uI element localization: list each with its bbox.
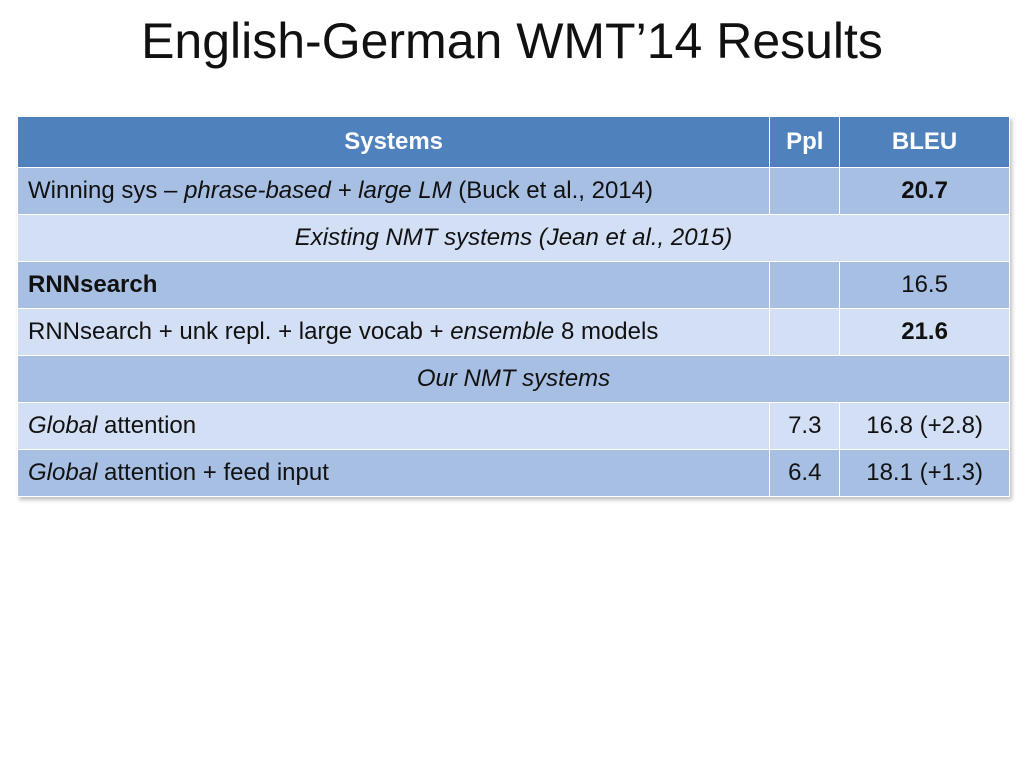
system-text: (Buck et al., 2014) — [451, 177, 653, 204]
header-ppl: Ppl — [769, 116, 841, 168]
system-text: 8 models — [554, 318, 659, 345]
system-cell: Global attention + feed input — [16, 449, 771, 497]
ppl-cell — [769, 261, 841, 309]
header-systems: Systems — [16, 116, 771, 168]
system-text: attention — [97, 412, 197, 439]
ppl-cell: 6.4 — [769, 449, 841, 497]
ppl-cell — [769, 308, 841, 356]
bleu-cell: 18.1 (+1.3) — [839, 449, 1010, 497]
system-text-italic: Global — [28, 459, 98, 486]
system-text-italic: ensemble — [450, 318, 555, 345]
system-text: attention + feed input — [97, 459, 329, 486]
system-cell: Global attention — [16, 402, 771, 450]
system-text: RNNsearch + unk repl. + large vocab + — [28, 318, 451, 345]
table-row: RNNsearch 16.5 — [16, 261, 1010, 309]
table-row: Global attention 7.3 16.8 (+2.8) — [16, 402, 1010, 450]
system-cell: RNNsearch — [16, 261, 771, 309]
system-text-italic: Global — [28, 412, 98, 439]
bleu-cell: 20.7 — [839, 167, 1010, 215]
table-row: RNNsearch + unk repl. + large vocab + en… — [16, 308, 1010, 356]
system-text: Winning sys – — [28, 177, 185, 204]
system-cell: Winning sys – phrase-based + large LM (B… — [16, 167, 771, 215]
ppl-cell — [769, 167, 841, 215]
section-label: Existing NMT systems (Jean et al., 2015) — [17, 214, 1010, 262]
bleu-cell: 21.6 — [839, 308, 1010, 356]
bleu-cell: 16.8 (+2.8) — [839, 402, 1010, 450]
section-row: Existing NMT systems (Jean et al., 2015) — [17, 214, 1010, 262]
header-bleu: BLEU — [839, 116, 1010, 168]
slide-title: English-German WMT’14 Results — [141, 13, 883, 69]
table-header-row: Systems Ppl BLEU — [16, 116, 1010, 168]
table-row: Winning sys – phrase-based + large LM (B… — [16, 167, 1010, 215]
section-label: Our NMT systems — [17, 355, 1010, 403]
bleu-cell: 16.5 — [839, 261, 1010, 309]
system-text-italic: phrase-based + large LM — [184, 177, 452, 204]
table-row: Global attention + feed input 6.4 18.1 (… — [16, 449, 1010, 497]
system-cell: RNNsearch + unk repl. + large vocab + en… — [16, 308, 771, 356]
section-row: Our NMT systems — [17, 355, 1010, 403]
ppl-cell: 7.3 — [769, 402, 841, 450]
results-table: Systems Ppl BLEU Winning sys – phrase-ba… — [16, 116, 1010, 497]
